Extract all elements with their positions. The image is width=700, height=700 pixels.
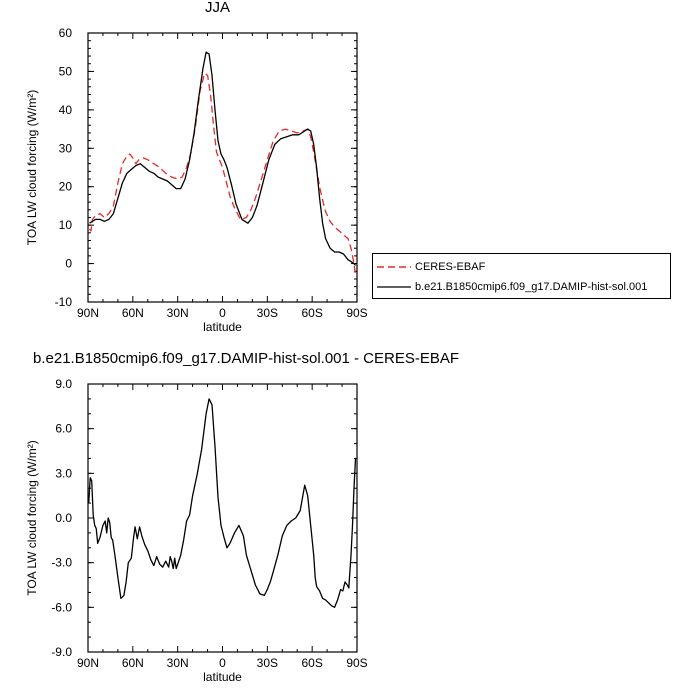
bottom-series-line-0 — [88, 398, 357, 608]
top-x-tick-label: 30S — [257, 306, 278, 320]
top-y-tick-label: 10 — [59, 218, 73, 232]
bottom-x-axis-label: latitude — [203, 670, 242, 684]
top-series-line-0 — [88, 72, 357, 276]
bottom-plot-frame — [87, 383, 358, 653]
legend-item-ceres: CERES-EBAF — [377, 257, 485, 277]
top-y-tick-label: 60 — [59, 26, 73, 40]
bottom-x-tick-label: 90N — [77, 656, 99, 670]
bottom-y-tick-label: 0.0 — [55, 511, 72, 525]
top-y-tick-label: 20 — [59, 180, 73, 194]
legend-item-model: b.e21.B1850cmip6.f09_g17.DAMIP-hist-sol.… — [377, 277, 647, 297]
top-x-tick-label: 60N — [122, 306, 144, 320]
top-x-tick-label: 60S — [301, 306, 322, 320]
top-y-tick-label: 30 — [59, 141, 73, 155]
bottom-y-axis-label: TOA LW cloud forcing (W/m²) — [25, 440, 39, 596]
bottom-x-tick-label: 60N — [122, 656, 144, 670]
bottom-x-tick-label: 30N — [167, 656, 189, 670]
bottom-y-tick-label: -6.0 — [51, 600, 72, 614]
bottom-y-tick-label: 6.0 — [55, 422, 72, 436]
bottom-x-tick-label: 90S — [346, 656, 367, 670]
bottom-y-tick-label: -9.0 — [51, 645, 72, 659]
bottom-y-tick-label: 3.0 — [55, 466, 72, 480]
bottom-x-tick-label: 0 — [219, 656, 226, 670]
top-y-axis-label: TOA LW cloud forcing (W/m²) — [25, 90, 39, 246]
top-x-tick-label: 90N — [77, 306, 99, 320]
bottom-x-tick-label: 30S — [257, 656, 278, 670]
bottom-y-tick-label: 9.0 — [55, 377, 72, 391]
top-series-line-1 — [89, 51, 357, 266]
top-x-tick-label: 30N — [167, 306, 189, 320]
legend-label-ceres: CERES-EBAF — [415, 261, 486, 273]
legend-label-model: b.e21.B1850cmip6.f09_g17.DAMIP-hist-sol.… — [415, 281, 648, 293]
bottom-y-tick-label: -3.0 — [51, 556, 72, 570]
top-y-tick-label: -10 — [55, 295, 73, 309]
top-y-tick-label: 40 — [59, 103, 73, 117]
top-y-tick-label: 50 — [59, 64, 73, 78]
legend: CERES-EBAF b.e21.B1850cmip6.f09_g17.DAMI… — [372, 253, 671, 299]
top-x-tick-label: 0 — [219, 306, 226, 320]
legend-swatch-ceres — [377, 266, 411, 268]
top-panel-title: JJA — [205, 0, 231, 16]
top-y-tick-label: 0 — [65, 257, 72, 271]
legend-swatch-model — [377, 286, 411, 288]
bottom-x-tick-label: 60S — [301, 656, 322, 670]
top-x-axis-label: latitude — [203, 320, 242, 334]
top-x-tick-label: 90S — [346, 306, 367, 320]
bottom-panel-title: b.e21.B1850cmip6.f09_g17.DAMIP-hist-sol.… — [33, 350, 460, 367]
